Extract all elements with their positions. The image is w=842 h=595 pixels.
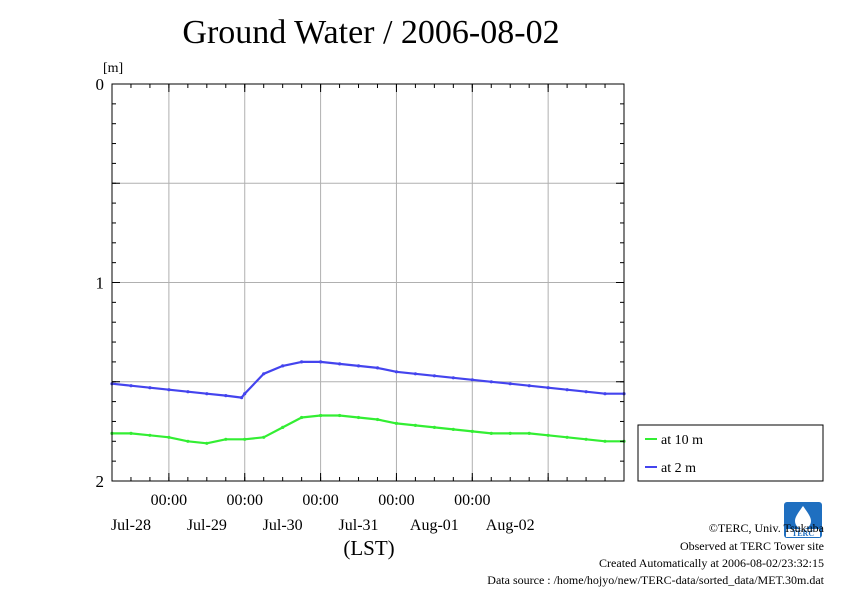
data-point-10m bbox=[508, 431, 512, 435]
terc-logo: TERC bbox=[784, 502, 822, 538]
data-point-10m bbox=[489, 431, 493, 435]
data-point-10m bbox=[262, 435, 266, 439]
legend: at 10 m at 2 m bbox=[637, 424, 824, 482]
x-date-label: Aug-01 bbox=[410, 517, 459, 534]
series-line-10m bbox=[112, 414, 624, 445]
data-point-2m bbox=[205, 392, 209, 396]
data-point-10m bbox=[527, 431, 531, 435]
data-point-2m bbox=[584, 390, 588, 394]
data-point-10m bbox=[319, 413, 323, 418]
data-point-2m bbox=[508, 382, 512, 386]
x-date-label: Jul-28 bbox=[111, 517, 151, 534]
data-point-10m bbox=[281, 425, 285, 429]
credit-source: Data source : /home/hojyo/new/TERC-data/… bbox=[487, 573, 824, 587]
data-point-2m bbox=[243, 392, 247, 396]
x-date-label: Aug-02 bbox=[486, 517, 535, 534]
grid-lines bbox=[112, 84, 624, 481]
data-point-10m bbox=[243, 437, 247, 441]
data-point-10m bbox=[546, 433, 550, 437]
series-group bbox=[110, 360, 626, 445]
data-point-10m bbox=[584, 437, 588, 441]
data-point-2m bbox=[489, 380, 493, 384]
x-time-tick-label: 00:00 bbox=[302, 492, 338, 509]
x-date-label: Jul-31 bbox=[339, 517, 379, 534]
data-point-2m bbox=[240, 396, 244, 400]
data-point-2m bbox=[603, 392, 607, 396]
data-point-2m bbox=[281, 364, 285, 368]
x-axis-label: (LST) bbox=[343, 536, 394, 560]
credit-created: Created Automatically at 2006-08-02/23:3… bbox=[599, 556, 824, 570]
data-point-2m bbox=[129, 384, 133, 388]
data-point-10m bbox=[375, 417, 380, 422]
data-point-10m bbox=[129, 431, 133, 435]
y-tick-label: 2 bbox=[96, 472, 105, 491]
y-axis-label: [m] bbox=[103, 61, 123, 76]
data-point-2m bbox=[148, 386, 152, 390]
data-point-10m bbox=[167, 435, 171, 439]
data-point-10m bbox=[356, 415, 361, 420]
x-time-tick-label: 00:00 bbox=[454, 492, 490, 509]
data-point-2m bbox=[565, 388, 569, 392]
x-date-label: Jul-30 bbox=[263, 517, 303, 534]
data-point-2m bbox=[300, 360, 304, 364]
data-point-2m bbox=[470, 378, 474, 382]
data-point-10m bbox=[224, 437, 228, 441]
credit-observed: Observed at TERC Tower site bbox=[679, 539, 824, 553]
data-point-2m bbox=[527, 384, 531, 388]
data-point-10m bbox=[432, 425, 436, 429]
chart-title: Ground Water / 2006-08-02 bbox=[182, 14, 560, 51]
data-point-2m bbox=[319, 360, 323, 364]
data-point-2m bbox=[167, 388, 171, 392]
y-tick-label: 0 bbox=[96, 75, 105, 94]
legend-label-2m: at 2 m bbox=[661, 461, 696, 476]
data-point-2m bbox=[451, 376, 455, 380]
data-point-2m bbox=[262, 372, 266, 376]
data-point-2m bbox=[356, 364, 361, 368]
x-time-tick-label: 00:00 bbox=[151, 492, 187, 509]
data-point-2m bbox=[546, 386, 550, 390]
data-point-10m bbox=[148, 433, 152, 437]
x-time-tick-label: 00:00 bbox=[378, 492, 414, 509]
data-point-2m bbox=[432, 374, 436, 378]
legend-box bbox=[637, 424, 824, 482]
data-point-10m bbox=[300, 415, 304, 420]
ticks bbox=[111, 83, 624, 482]
data-point-10m bbox=[205, 441, 209, 445]
data-point-2m bbox=[394, 370, 398, 374]
data-point-10m bbox=[451, 427, 455, 431]
credit-copyright: ©TERC, Univ. Tsukuba bbox=[708, 521, 824, 535]
data-point-10m bbox=[470, 429, 474, 433]
data-point-10m bbox=[565, 435, 569, 439]
x-time-tick-label: 00:00 bbox=[227, 492, 263, 509]
data-point-2m bbox=[186, 390, 190, 394]
data-point-10m bbox=[394, 421, 398, 425]
data-point-10m bbox=[338, 413, 342, 418]
data-point-2m bbox=[338, 362, 342, 366]
data-point-2m bbox=[224, 394, 228, 398]
data-point-10m bbox=[603, 439, 607, 443]
data-point-2m bbox=[413, 372, 417, 376]
data-point-10m bbox=[186, 439, 190, 443]
y-tick-label: 1 bbox=[96, 274, 105, 293]
svg-text:TERC: TERC bbox=[792, 529, 814, 538]
data-point-10m bbox=[413, 423, 417, 427]
data-point-2m bbox=[375, 366, 380, 370]
x-date-label: Jul-29 bbox=[187, 517, 227, 534]
legend-label-10m: at 10 m bbox=[661, 433, 703, 448]
